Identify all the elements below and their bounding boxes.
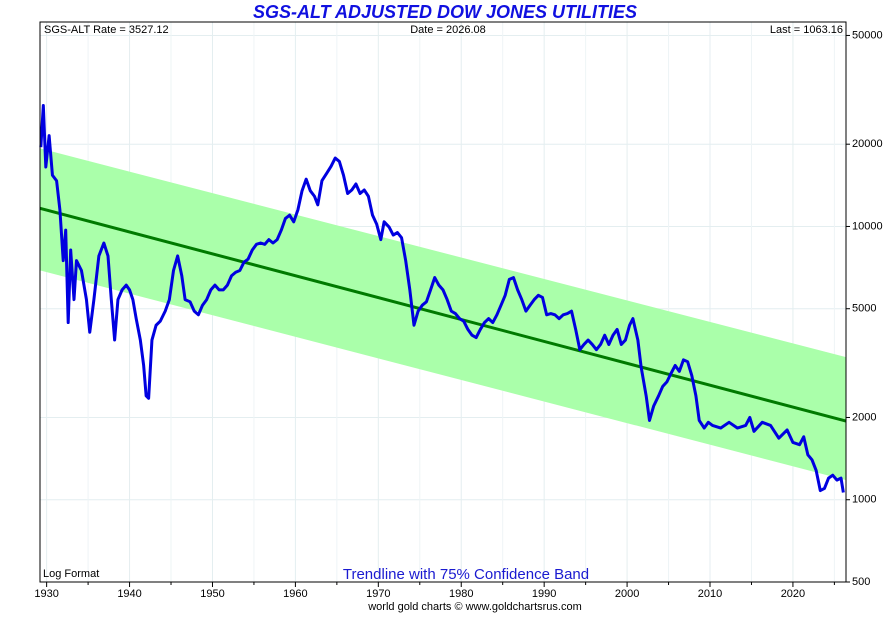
y-tick-label: 500 xyxy=(852,576,870,588)
x-tick-label: 1950 xyxy=(200,588,224,600)
x-tick-label: 1980 xyxy=(449,588,473,600)
info-rate: SGS-ALT Rate = 3527.12 xyxy=(44,24,169,36)
plot-frame xyxy=(39,21,847,583)
info-date: Date = 2026.08 xyxy=(410,24,486,36)
x-tick-label: 1960 xyxy=(283,588,307,600)
annotation: Trendline with 75% Confidence Band xyxy=(343,566,589,583)
y-tick-label: 20000 xyxy=(852,138,883,150)
scale-note: Log Format xyxy=(43,568,99,580)
footer: world gold charts © www.goldchartsrus.co… xyxy=(367,601,582,613)
x-tick-label: 2010 xyxy=(698,588,722,600)
y-tick-label: 1000 xyxy=(852,494,876,506)
x-tick-label: 1990 xyxy=(532,588,556,600)
y-tick-label: 5000 xyxy=(852,303,876,315)
x-tick-label: 2000 xyxy=(615,588,639,600)
y-tick-label: 2000 xyxy=(852,411,876,423)
data-line xyxy=(39,104,845,493)
x-tick-label: 1930 xyxy=(34,588,58,600)
trendline xyxy=(39,206,847,423)
y-tick-label: 50000 xyxy=(852,29,883,41)
x-tick-label: 2020 xyxy=(781,588,805,600)
x-tick-label: 1940 xyxy=(117,588,141,600)
info-last: Last = 1063.16 xyxy=(770,24,843,36)
x-tick-label: 1970 xyxy=(366,588,390,600)
chart-title: SGS-ALT ADJUSTED DOW JONES UTILITIES xyxy=(253,2,637,22)
y-tick-label: 10000 xyxy=(852,220,883,232)
